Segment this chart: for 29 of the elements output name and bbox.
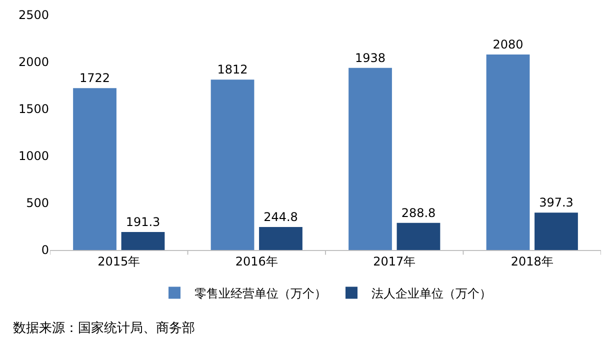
bar bbox=[259, 226, 302, 250]
x-tick-label: 2015年 bbox=[98, 254, 140, 268]
legend-label: 法人企业单位（万个） bbox=[372, 286, 492, 300]
data-label: 2080 bbox=[492, 37, 524, 52]
data-label: 244.8 bbox=[264, 210, 298, 224]
x-tick-label: 2017年 bbox=[373, 254, 416, 268]
source-note: 数据来源：国家统计局、商务部 bbox=[13, 320, 195, 336]
data-label: 1722 bbox=[79, 71, 110, 86]
y-tick-label: 2500 bbox=[18, 8, 49, 22]
bar bbox=[121, 232, 165, 250]
bar bbox=[210, 80, 254, 250]
x-tick-label: 2018年 bbox=[510, 254, 554, 268]
x-tick-label: 2016年 bbox=[235, 254, 278, 268]
y-tick-label: 500 bbox=[26, 196, 49, 210]
bar bbox=[396, 222, 440, 250]
data-label: 397.3 bbox=[539, 196, 574, 210]
bar bbox=[534, 212, 578, 250]
bar bbox=[73, 88, 116, 250]
data-label: 1812 bbox=[217, 62, 248, 77]
bar bbox=[486, 54, 530, 250]
data-label: 1938 bbox=[354, 50, 386, 65]
y-tick-label: 1000 bbox=[18, 149, 49, 164]
y-tick-label: 0 bbox=[41, 243, 49, 258]
data-label: 288.8 bbox=[401, 206, 436, 220]
y-tick-label: 2000 bbox=[18, 55, 49, 70]
data-label: 191.3 bbox=[126, 215, 160, 230]
legend-label: 零售业经营单位（万个） bbox=[194, 286, 326, 300]
y-tick-label: 1500 bbox=[18, 102, 49, 116]
bar bbox=[348, 68, 392, 250]
